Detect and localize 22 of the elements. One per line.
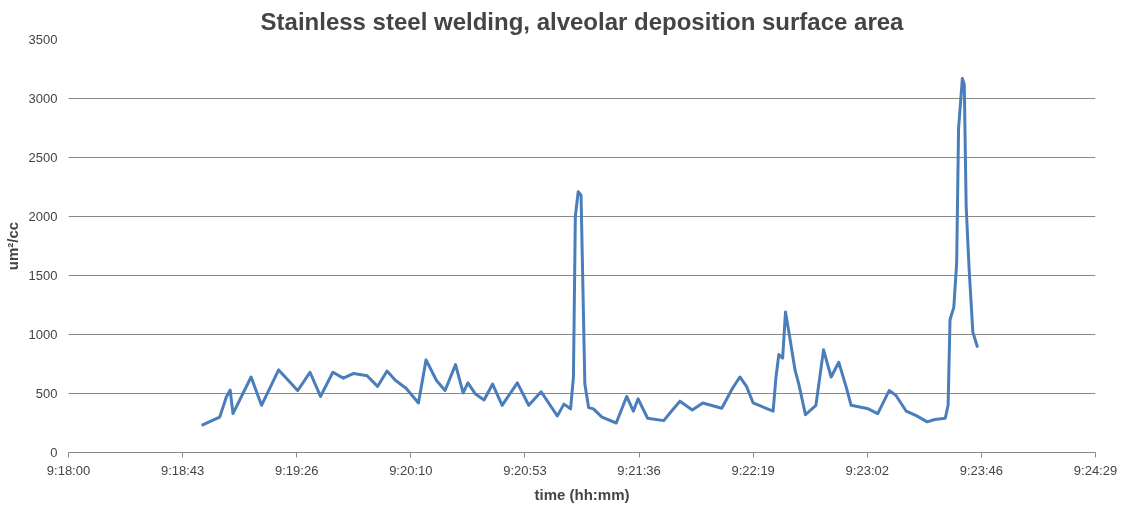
y-tick-label: 0 xyxy=(50,445,58,460)
x-tick-label: 9:24:29 xyxy=(1073,462,1118,478)
x-tick-label: 9:20:53 xyxy=(503,462,547,478)
x-tick-label: 9:18:00 xyxy=(46,462,91,478)
y-axis-title: um²/cc xyxy=(3,221,21,271)
y-tick-label: 1000 xyxy=(28,327,58,342)
x-tick-label: 9:18:43 xyxy=(160,462,205,478)
y-tick-label: 2000 xyxy=(28,209,58,224)
line-series xyxy=(200,76,980,427)
x-tick-label: 9:23:02 xyxy=(845,462,889,478)
x-tick-label: 9:23:46 xyxy=(959,462,1004,478)
x-tick-label: 9:19:26 xyxy=(275,462,319,478)
y-tick-label: 1500 xyxy=(28,268,58,283)
y-tick-label: 500 xyxy=(35,386,58,401)
x-axis-title: time (hh:mm) xyxy=(534,485,630,503)
x-tick-label: 9:22:19 xyxy=(731,462,775,478)
chart-title: Stainless steel welding, alveolar deposition surface area xyxy=(260,7,905,35)
x-tick-label: 9:21:36 xyxy=(617,462,661,478)
y-tick-label: 3500 xyxy=(28,32,58,47)
y-tick-label: 3000 xyxy=(28,91,58,106)
y-tick-label: 2500 xyxy=(28,150,58,165)
x-tick-label: 9:20:10 xyxy=(389,462,433,478)
